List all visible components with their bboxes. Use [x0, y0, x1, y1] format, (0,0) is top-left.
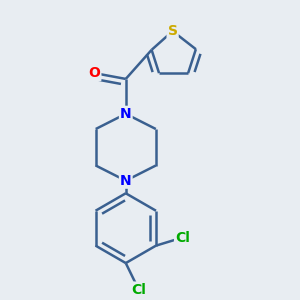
Text: N: N — [120, 174, 132, 188]
Text: Cl: Cl — [175, 231, 190, 244]
Text: S: S — [168, 24, 178, 38]
Text: N: N — [120, 107, 132, 121]
Text: Cl: Cl — [131, 283, 146, 297]
Text: O: O — [88, 66, 101, 80]
